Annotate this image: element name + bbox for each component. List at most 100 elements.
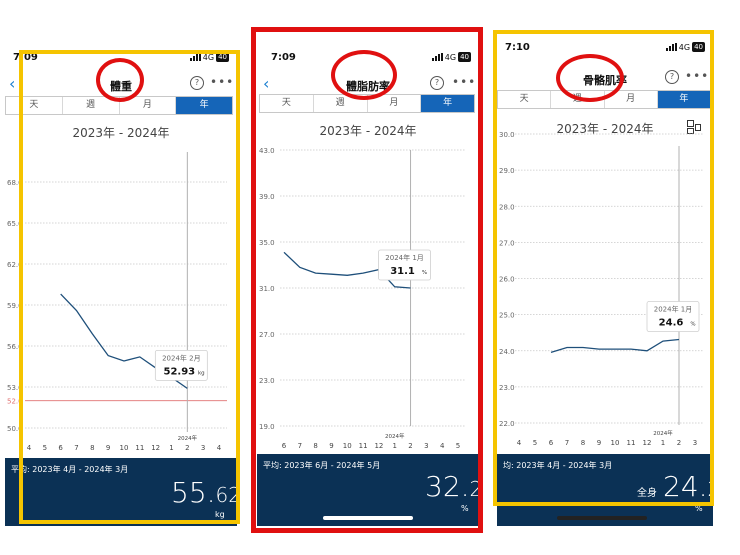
y-tick-label: 19.0: [259, 423, 275, 431]
tab-year[interactable]: 年: [421, 95, 474, 112]
value-tooltip: 2024年 1月 31.1%: [378, 249, 431, 281]
back-arrow-icon[interactable]: ‹: [9, 74, 16, 93]
body-fat-chart[interactable]: 19.023.027.031.035.039.043.06 7 8 9 10 11 12 1 2…: [257, 48, 479, 452]
tab-year[interactable]: 年: [657, 91, 710, 108]
y-tick-label: 27.0: [499, 239, 515, 247]
y-tick-label: 26.0: [499, 276, 515, 284]
average-unit: kg: [215, 510, 225, 519]
average-unit: %: [695, 504, 703, 513]
help-icon[interactable]: ?: [190, 76, 204, 90]
average-value: 32.2: [425, 470, 479, 503]
body-fat-screen: 7:09 4G 40 ‹ 體脂肪率 ? ••• 天 週 月 年 2023年 - 2…: [257, 48, 479, 526]
tab-week[interactable]: 週: [63, 97, 120, 114]
x-tick-label: 10: [120, 444, 129, 452]
status-bar: 7:10 4G 40: [497, 38, 713, 58]
x-year-label: 2024年: [653, 429, 673, 437]
status-time: 7:10: [505, 42, 530, 53]
x-tick-label: 3: [693, 439, 697, 447]
average-period: 平均: 2023年 6月 - 2024年 5月: [263, 461, 381, 470]
x-tick-label: 10: [611, 439, 620, 447]
tab-day[interactable]: 天: [6, 97, 63, 114]
x-tick-label: 5: [43, 444, 47, 452]
summary-footer: 均: 2023年 4月 - 2024年 3月 全身 24.2 %: [497, 454, 713, 526]
x-tick-label: 6: [58, 444, 63, 452]
x-tick-label: 11: [135, 444, 144, 452]
back-arrow-icon[interactable]: ‹: [263, 74, 270, 93]
help-icon[interactable]: ?: [430, 76, 444, 90]
y-tick-label: 39.0: [259, 193, 275, 201]
weight-screen: 7:09 4G 40 ‹ 體重 ? ••• 天 週 月 年 2023年 - 202…: [5, 48, 237, 526]
tooltip-box: [378, 249, 431, 281]
x-tick-label: 2: [408, 442, 412, 450]
average-value: 24.2: [663, 470, 713, 503]
tooltip-box: [646, 301, 700, 332]
tooltip-unit: kg: [198, 370, 205, 376]
y-tick-label: 30.0: [499, 131, 515, 139]
page-title: 骨骼肌率: [583, 74, 627, 87]
reference-line-label: 52.0: [7, 398, 23, 406]
x-tick-label: 6: [282, 442, 287, 450]
tab-month[interactable]: 月: [605, 91, 658, 108]
weight-chart[interactable]: 50.0 53.0 56.0 59.0 62.0 65.0 68.0 52.0 4 5 6 7 8 9 10…: [5, 48, 237, 458]
x-tick-label: 8: [581, 439, 585, 447]
tooltip-box: [154, 349, 208, 381]
tab-day[interactable]: 天: [498, 91, 552, 108]
tooltip-value: 24.6: [659, 318, 684, 329]
y-tick-label: 35.0: [259, 239, 275, 247]
period-tabs: 天 週 月 年: [259, 94, 475, 113]
skeletal-muscle-chart[interactable]: 22.0 23.0 24.0 25.0 26.0 27.0 28.0 29.0 30.0 4 5 6 7…: [497, 38, 713, 450]
date-range: 2023年 - 2024年: [319, 124, 417, 138]
value-tooltip: 2024年 2月 52.93 kg: [154, 349, 208, 381]
summary-footer: 平均: 2023年 6月 - 2024年 5月 32.2 %: [257, 454, 479, 526]
x-tick-label: 12: [151, 444, 160, 452]
nav-bar: 骨骼肌率 ? •••: [497, 66, 713, 92]
y-tick-label: 62.0: [7, 261, 23, 269]
x-tick-label: 11: [627, 439, 636, 447]
help-icon[interactable]: ?: [665, 70, 679, 84]
x-tick-label: 9: [597, 439, 601, 447]
status-time: 7:09: [13, 52, 38, 63]
network-label: 4G: [444, 52, 457, 62]
average-period: 平均: 2023年 4月 - 2024年 3月: [11, 465, 129, 474]
y-tick-label: 23.0: [499, 384, 515, 392]
x-tick-label: 11: [359, 442, 368, 450]
share-icon[interactable]: [687, 120, 701, 134]
period-tabs: 天 週 月 年: [5, 96, 233, 115]
date-range: 2023年 - 2024年: [556, 122, 654, 136]
y-tick-label: 56.0: [7, 343, 23, 351]
tooltip-date: 2024年 1月: [385, 253, 424, 262]
y-tick-label: 53.0: [7, 384, 23, 392]
network-label: 4G: [678, 42, 691, 52]
average-value: 55.62: [171, 476, 237, 509]
x-tick-label: 2: [185, 444, 189, 452]
tooltip-value: 31.1: [390, 266, 415, 277]
x-tick-label: 9: [329, 442, 333, 450]
tab-year[interactable]: 年: [176, 97, 232, 114]
x-tick-label: 3: [201, 444, 205, 452]
page-title: 體重: [110, 80, 132, 93]
battery-icon: 40: [692, 42, 705, 52]
series-line: [283, 251, 411, 289]
x-tick-label: 7: [74, 444, 78, 452]
home-indicator[interactable]: [557, 516, 647, 520]
skeletal-muscle-screen: 7:10 4G 40 骨骼肌率 ? ••• 天 週 月 年 2023年 - 202…: [497, 38, 713, 526]
body-part-label: 全身: [637, 488, 657, 499]
more-options-icon[interactable]: •••: [452, 75, 477, 89]
more-options-icon[interactable]: •••: [210, 75, 235, 89]
y-tick-label: 23.0: [259, 377, 275, 385]
more-options-icon[interactable]: •••: [685, 69, 710, 83]
network-label: 4G: [202, 52, 215, 62]
tab-week[interactable]: 週: [314, 95, 368, 112]
x-tick-label: 8: [90, 444, 94, 452]
tooltip-unit: %: [690, 322, 695, 328]
x-tick-label: 8: [313, 442, 317, 450]
home-indicator[interactable]: [323, 516, 413, 520]
y-tick-label: 27.0: [259, 331, 275, 339]
x-tick-label: 2: [677, 439, 681, 447]
tooltip-unit: %: [422, 270, 427, 276]
tab-month[interactable]: 月: [120, 97, 177, 114]
tab-month[interactable]: 月: [368, 95, 422, 112]
x-tick-label: 5: [456, 442, 460, 450]
tab-day[interactable]: 天: [260, 95, 314, 112]
value-tooltip: 2024年 1月 24.6%: [646, 301, 700, 332]
